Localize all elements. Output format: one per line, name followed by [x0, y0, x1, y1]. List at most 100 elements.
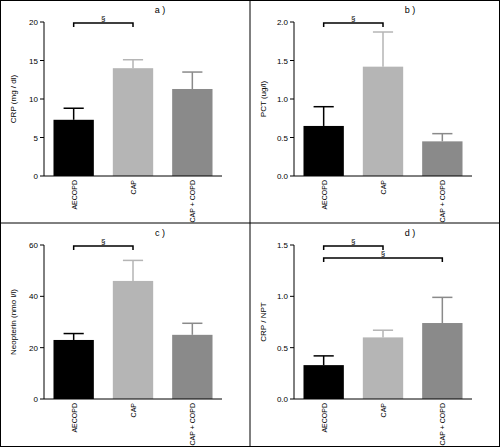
error-stem — [192, 323, 194, 335]
significance-bracket — [324, 246, 383, 250]
x-tick-label: CAP — [380, 403, 387, 418]
x-tick-label: CAP + COPD — [189, 180, 196, 222]
y-tick-label: 1.0 — [277, 95, 289, 104]
y-axis-label: CRP / NPT — [259, 302, 268, 342]
y-tick — [290, 99, 294, 100]
significance-label: § — [101, 237, 105, 246]
bar — [172, 89, 212, 176]
y-tick-label: 0.0 — [277, 395, 289, 404]
y-tick-label: 40 — [29, 292, 38, 301]
y-tick — [40, 99, 44, 100]
bar — [53, 340, 93, 399]
figure: a )05101520CRP (mg / dl)AECOPDCAPCAP + C… — [0, 0, 500, 447]
y-tick-label: 1.5 — [277, 241, 289, 250]
x-axis — [44, 399, 222, 400]
error-bar — [432, 134, 452, 142]
error-cap — [64, 107, 84, 109]
error-stem — [73, 334, 75, 340]
error-bar — [182, 323, 202, 335]
error-stem — [442, 297, 444, 323]
y-tick-label: 0.5 — [277, 344, 289, 353]
error-cap — [123, 59, 143, 61]
panel: a )05101520CRP (mg / dl)AECOPDCAPCAP + C… — [9, 5, 222, 222]
significance-label: § — [101, 14, 105, 23]
error-stem — [442, 134, 444, 142]
bar — [422, 323, 462, 399]
y-tick-label: 20 — [29, 18, 38, 27]
error-bar — [123, 260, 143, 281]
x-tick-label: AECOPD — [321, 403, 328, 433]
error-stem — [382, 32, 384, 67]
y-tick — [290, 347, 294, 348]
bar — [303, 365, 343, 399]
bar — [113, 68, 153, 176]
panel-divider — [0, 223, 500, 224]
x-tick-label: CAP + COPD — [439, 403, 446, 445]
y-tick — [40, 399, 44, 400]
bar — [113, 281, 153, 399]
error-stem — [192, 72, 194, 89]
marks — [53, 260, 212, 399]
marks — [303, 32, 462, 176]
y-tick-label: 20 — [29, 344, 38, 353]
error-cap — [314, 355, 334, 357]
significance-label: § — [351, 14, 355, 23]
y-tick — [290, 399, 294, 400]
x-axis — [294, 399, 472, 400]
x-tick-label: AECOPD — [71, 180, 78, 210]
error-stem — [132, 260, 134, 281]
error-bar — [64, 108, 84, 120]
significance-bracket — [324, 23, 383, 27]
y-tick — [40, 137, 44, 138]
y-tick — [290, 176, 294, 177]
y-tick-label: 10 — [29, 95, 38, 104]
error-cap — [432, 133, 452, 135]
panel: c )0204060Neopterin (nmo l/l)AECOPDCAPCA… — [9, 228, 222, 445]
bar — [422, 141, 462, 176]
error-bar — [314, 356, 334, 365]
error-stem — [323, 107, 325, 126]
marks — [53, 60, 212, 176]
x-tick-label: CAP — [130, 180, 137, 195]
y-tick — [40, 176, 44, 177]
error-stem — [382, 330, 384, 337]
y-axis-label: PCT (ug/l) — [259, 81, 268, 118]
panel-title: a ) — [155, 5, 166, 15]
panel-title: d ) — [405, 228, 416, 238]
x-tick-label: CAP — [130, 403, 137, 418]
error-bar — [123, 60, 143, 68]
x-tick-label: CAP + COPD — [189, 403, 196, 445]
bar — [363, 67, 403, 176]
error-cap — [182, 71, 202, 73]
bar — [53, 120, 93, 176]
y-tick-label: 60 — [29, 241, 38, 250]
significance-bracket — [324, 258, 443, 262]
y-axis-label: Neopterin (nmo l/l) — [9, 289, 18, 355]
error-cap — [123, 260, 143, 262]
significance-label: § — [351, 237, 355, 246]
bar — [172, 335, 212, 399]
panel-title: c ) — [155, 228, 165, 238]
figure-frame — [1, 1, 500, 447]
x-axis — [44, 176, 222, 177]
y-tick — [40, 245, 44, 246]
y-tick-label: 0.5 — [277, 134, 289, 143]
y-tick-label: 0.0 — [277, 172, 289, 181]
error-cap — [64, 333, 84, 335]
bar — [303, 126, 343, 176]
marks — [303, 297, 462, 399]
panel: b )0.00.51.01.52.0PCT (ug/l)AECOPDCAPCAP… — [259, 5, 472, 222]
error-stem — [132, 60, 134, 68]
x-tick-label: CAP + COPD — [439, 180, 446, 222]
x-tick-label: AECOPD — [71, 403, 78, 433]
error-bar — [373, 32, 393, 67]
y-tick — [40, 347, 44, 348]
y-tick — [40, 60, 44, 61]
y-tick — [290, 245, 294, 246]
error-bar — [182, 72, 202, 89]
error-bar — [64, 334, 84, 340]
y-tick-label: 1.0 — [277, 292, 289, 301]
y-tick-label: 15 — [29, 57, 38, 66]
significance-bracket — [74, 23, 133, 27]
error-stem — [323, 356, 325, 365]
